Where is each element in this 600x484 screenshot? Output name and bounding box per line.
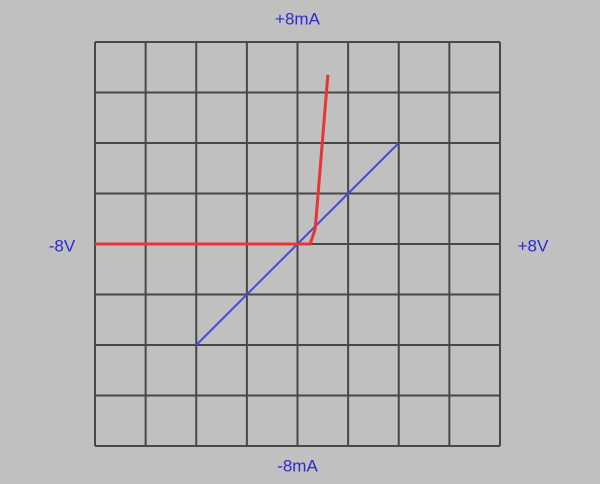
x-tick-label: +8V	[518, 236, 549, 255]
y-tick-label: -8mA	[277, 456, 318, 475]
curve	[95, 74, 330, 246]
y-tick-label: +8mA	[275, 9, 321, 28]
x-tick-label: -8V	[49, 236, 76, 255]
